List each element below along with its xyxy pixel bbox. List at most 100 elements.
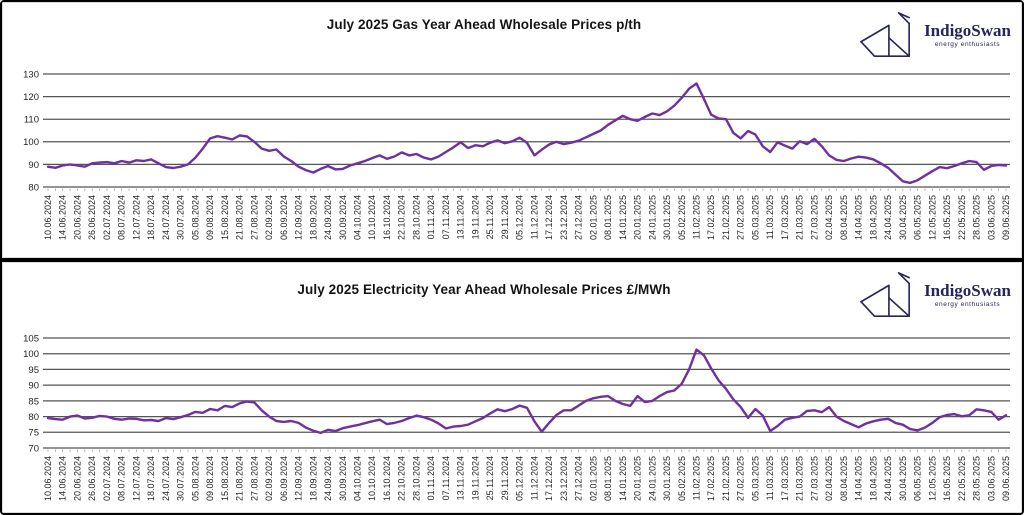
svg-text:08.07.2024: 08.07.2024 [117, 456, 127, 501]
svg-text:09.08.2024: 09.08.2024 [205, 456, 215, 501]
svg-text:08.04.2025: 08.04.2025 [839, 456, 849, 501]
gas-chart-panel: July 2025 Gas Year Ahead Wholesale Price… [2, 2, 1022, 258]
svg-text:21.08.2024: 21.08.2024 [235, 195, 245, 240]
electricity-chart-title: July 2025 Electricity Year Ahead Wholesa… [297, 282, 671, 297]
svg-text:26.06.2024: 26.06.2024 [87, 456, 97, 501]
svg-text:13.11.2024: 13.11.2024 [456, 456, 466, 500]
svg-text:27.02.2025: 27.02.2025 [736, 195, 746, 240]
svg-text:12.05.2025: 12.05.2025 [927, 456, 937, 501]
svg-text:18.09.2024: 18.09.2024 [308, 195, 318, 240]
svg-text:02.09.2024: 02.09.2024 [264, 456, 274, 501]
svg-text:15.08.2024: 15.08.2024 [220, 195, 230, 240]
svg-text:21.08.2024: 21.08.2024 [235, 456, 245, 501]
origami-swan-icon [860, 12, 911, 58]
svg-text:27.12.2024: 27.12.2024 [574, 456, 584, 501]
svg-text:28.05.2025: 28.05.2025 [972, 456, 982, 501]
svg-text:09.06.2025: 09.06.2025 [1001, 456, 1011, 501]
svg-text:100: 100 [23, 137, 39, 148]
svg-text:09.06.2025: 09.06.2025 [1001, 195, 1011, 240]
svg-text:28.10.2024: 28.10.2024 [411, 195, 421, 240]
svg-text:07.11.2024: 07.11.2024 [441, 456, 451, 500]
svg-text:18.07.2024: 18.07.2024 [146, 195, 156, 240]
indigoswan-logo: IndigoSwan energy enthusiasts [858, 269, 1011, 321]
svg-text:11.03.2025: 11.03.2025 [765, 195, 775, 239]
svg-text:05.12.2024: 05.12.2024 [515, 456, 525, 501]
svg-text:24.07.2024: 24.07.2024 [161, 195, 171, 240]
svg-text:10.06.2024: 10.06.2024 [43, 195, 53, 240]
svg-text:04.10.2024: 04.10.2024 [353, 195, 363, 240]
svg-text:18.07.2024: 18.07.2024 [146, 456, 156, 501]
svg-text:27.12.2024: 27.12.2024 [574, 195, 584, 240]
svg-text:24.07.2024: 24.07.2024 [161, 456, 171, 501]
svg-text:20.01.2025: 20.01.2025 [633, 456, 643, 501]
electricity-price-line-chart: 70 75 80 85 90 95 100 105 10.06.2024 14.06.2024 20… [23, 333, 1011, 501]
svg-text:110: 110 [24, 115, 39, 126]
svg-text:85: 85 [28, 396, 39, 407]
svg-text:19.11.2024: 19.11.2024 [470, 456, 480, 500]
svg-text:22.05.2025: 22.05.2025 [957, 456, 967, 501]
svg-text:11.12.2024: 11.12.2024 [529, 195, 539, 239]
svg-text:02.04.2025: 02.04.2025 [824, 195, 834, 240]
svg-text:12.07.2024: 12.07.2024 [131, 456, 141, 501]
svg-text:120: 120 [23, 92, 39, 103]
svg-text:10.10.2024: 10.10.2024 [367, 456, 377, 501]
svg-text:12.05.2025: 12.05.2025 [927, 195, 937, 240]
brand-name: IndigoSwan [924, 280, 1011, 300]
svg-text:02.01.2025: 02.01.2025 [588, 195, 598, 240]
svg-text:22.05.2025: 22.05.2025 [957, 195, 967, 240]
gas-chart-title: July 2025 Gas Year Ahead Wholesale Price… [326, 17, 642, 32]
svg-text:23.12.2024: 23.12.2024 [559, 195, 569, 240]
svg-text:130: 130 [23, 69, 39, 80]
svg-text:12.09.2024: 12.09.2024 [294, 195, 304, 240]
svg-text:11.02.2025: 11.02.2025 [691, 456, 701, 500]
svg-text:02.01.2025: 02.01.2025 [588, 456, 598, 501]
svg-text:80: 80 [28, 412, 39, 423]
svg-text:12.09.2024: 12.09.2024 [294, 456, 304, 501]
svg-text:28.10.2024: 28.10.2024 [411, 456, 421, 501]
svg-text:05.08.2024: 05.08.2024 [190, 456, 200, 501]
svg-text:26.06.2024: 26.06.2024 [87, 195, 97, 240]
svg-text:22.10.2024: 22.10.2024 [397, 195, 407, 240]
svg-text:27.08.2024: 27.08.2024 [249, 195, 259, 240]
svg-text:25.11.2024: 25.11.2024 [485, 195, 495, 239]
svg-text:20.01.2025: 20.01.2025 [633, 195, 643, 240]
svg-text:02.07.2024: 02.07.2024 [102, 456, 112, 501]
svg-text:16.05.2025: 16.05.2025 [942, 195, 952, 240]
svg-text:105: 105 [23, 333, 39, 344]
svg-text:11.02.2025: 11.02.2025 [691, 195, 701, 239]
svg-text:29.11.2024: 29.11.2024 [500, 456, 510, 500]
gas-price-line-chart: 80 90 100 110 120 130 10.06.2024 14.06.2024 20.0… [23, 69, 1011, 240]
svg-text:09.08.2024: 09.08.2024 [205, 195, 215, 240]
svg-text:03.06.2025: 03.06.2025 [986, 456, 996, 501]
svg-text:08.01.2025: 08.01.2025 [603, 195, 613, 240]
svg-text:20.06.2024: 20.06.2024 [72, 456, 82, 501]
svg-text:17.03.2025: 17.03.2025 [780, 456, 790, 501]
svg-text:15.08.2024: 15.08.2024 [220, 456, 230, 501]
svg-text:27.08.2024: 27.08.2024 [249, 456, 259, 501]
svg-text:10.06.2024: 10.06.2024 [43, 456, 53, 501]
svg-text:24.04.2025: 24.04.2025 [883, 195, 893, 240]
svg-text:27.03.2025: 27.03.2025 [809, 456, 819, 501]
svg-text:01.11.2024: 01.11.2024 [426, 195, 436, 239]
svg-text:14.01.2025: 14.01.2025 [618, 456, 628, 501]
svg-text:14.06.2024: 14.06.2024 [58, 195, 68, 240]
svg-text:21.03.2025: 21.03.2025 [795, 456, 805, 501]
svg-text:75: 75 [28, 428, 39, 439]
svg-text:30.09.2024: 30.09.2024 [338, 195, 348, 240]
svg-text:13.11.2024: 13.11.2024 [456, 195, 466, 239]
svg-text:21.03.2025: 21.03.2025 [795, 195, 805, 240]
svg-text:08.07.2024: 08.07.2024 [117, 195, 127, 240]
svg-text:08.01.2025: 08.01.2025 [603, 456, 613, 501]
svg-text:30.09.2024: 30.09.2024 [338, 456, 348, 501]
svg-text:17.03.2025: 17.03.2025 [780, 195, 790, 240]
origami-swan-icon [860, 272, 911, 318]
panel-divider [2, 258, 1022, 262]
brand-name: IndigoSwan [924, 20, 1011, 40]
svg-text:14.06.2024: 14.06.2024 [58, 456, 68, 501]
svg-text:22.10.2024: 22.10.2024 [397, 456, 407, 501]
svg-text:27.02.2025: 27.02.2025 [736, 456, 746, 501]
svg-text:01.11.2024: 01.11.2024 [426, 456, 436, 500]
svg-text:17.02.2025: 17.02.2025 [706, 456, 716, 501]
svg-text:06.05.2025: 06.05.2025 [913, 456, 923, 501]
svg-text:16.10.2024: 16.10.2024 [382, 456, 392, 501]
